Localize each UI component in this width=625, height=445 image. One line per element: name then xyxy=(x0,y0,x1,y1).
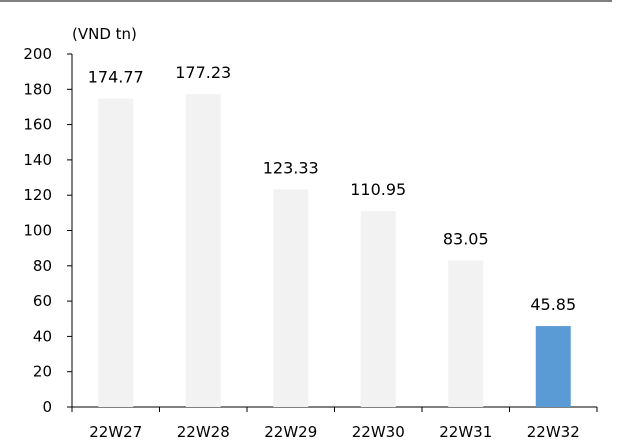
x-tick-label-22W28: 22W28 xyxy=(177,423,230,441)
bar-22W27 xyxy=(98,98,134,408)
bar-22W29 xyxy=(273,189,309,407)
x-tick-label-22W32: 22W32 xyxy=(527,423,580,441)
y-tick-label: 120 xyxy=(23,186,52,204)
bar-22W32 xyxy=(535,326,571,407)
y-tick-label: 80 xyxy=(33,257,52,275)
bar-22W30 xyxy=(360,211,396,407)
bar-22W28 xyxy=(185,94,221,407)
y-tick-label: 100 xyxy=(23,222,52,240)
x-tick-label-22W30: 22W30 xyxy=(352,423,405,441)
bars xyxy=(98,94,571,408)
data-label-22W32: 45.85 xyxy=(530,295,576,314)
data-labels: 174.77 177.23 123.33 110.95 83.05 45.85 xyxy=(88,63,576,314)
y-tick-label: 40 xyxy=(33,327,52,345)
x-axis: 22W27 22W28 22W29 22W30 22W31 22W32 xyxy=(71,406,598,441)
unit-label: (VND tn) xyxy=(72,25,137,43)
data-label-22W31: 83.05 xyxy=(443,229,489,248)
data-label-22W29: 123.33 xyxy=(263,158,319,177)
data-label-22W28: 177.23 xyxy=(175,63,231,82)
y-axis: 0 20 40 60 80 100 120 140 160 180 200 xyxy=(23,45,73,416)
y-tick-label: 180 xyxy=(23,80,52,98)
y-tick-label: 160 xyxy=(23,116,52,134)
y-tick-label: 140 xyxy=(23,151,52,169)
y-tick-label: 60 xyxy=(33,292,52,310)
x-tick-label-22W27: 22W27 xyxy=(89,423,142,441)
y-tick-label: 20 xyxy=(33,363,52,381)
bar-22W31 xyxy=(448,260,484,407)
y-tick-label: 200 xyxy=(23,45,52,63)
x-tick-label-22W31: 22W31 xyxy=(439,423,492,441)
y-tick-label: 0 xyxy=(42,398,52,416)
data-label-22W27: 174.77 xyxy=(88,68,144,87)
data-label-22W30: 110.95 xyxy=(350,180,406,199)
x-tick-label-22W29: 22W29 xyxy=(264,423,317,441)
